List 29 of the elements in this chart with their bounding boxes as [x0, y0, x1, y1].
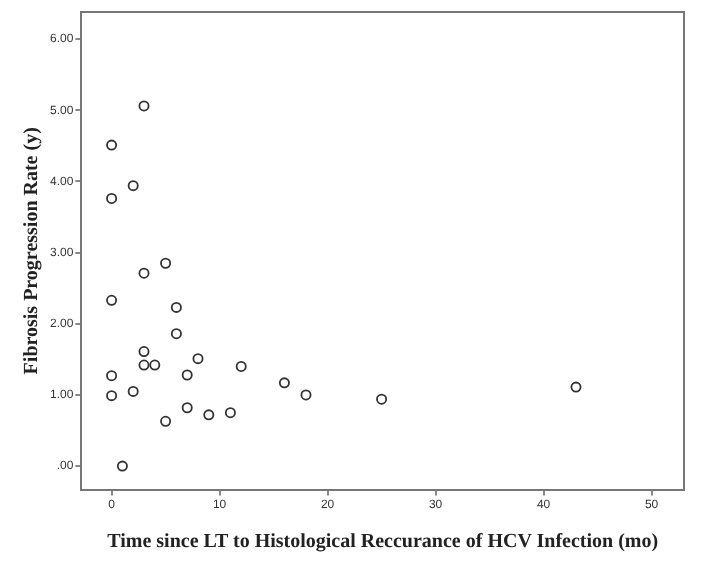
point: [203, 409, 215, 421]
point: [192, 353, 204, 365]
point: [138, 346, 150, 358]
point: [160, 415, 172, 427]
point: [278, 377, 290, 389]
x-axis-title: Time since LT to Histological Reccurance of HCV Infection (mo): [107, 531, 659, 554]
point: [138, 100, 150, 112]
point: [170, 328, 182, 340]
point: [138, 359, 150, 371]
point: [106, 294, 118, 306]
point: [116, 460, 128, 472]
point: [106, 370, 118, 382]
point: [224, 407, 236, 419]
point: [181, 402, 193, 414]
point: [300, 389, 312, 401]
point: [138, 267, 150, 279]
point: [106, 139, 118, 151]
point: [376, 393, 388, 405]
point: [160, 257, 172, 269]
point: [235, 360, 247, 372]
point: [570, 381, 582, 393]
point: [170, 301, 182, 313]
point: [181, 369, 193, 381]
y-axis-title: Fibrosis Progression Rate (y): [21, 127, 44, 375]
point: [106, 192, 118, 204]
point: [106, 390, 118, 402]
point: [149, 359, 161, 371]
point: [127, 180, 139, 192]
point: [127, 385, 139, 397]
